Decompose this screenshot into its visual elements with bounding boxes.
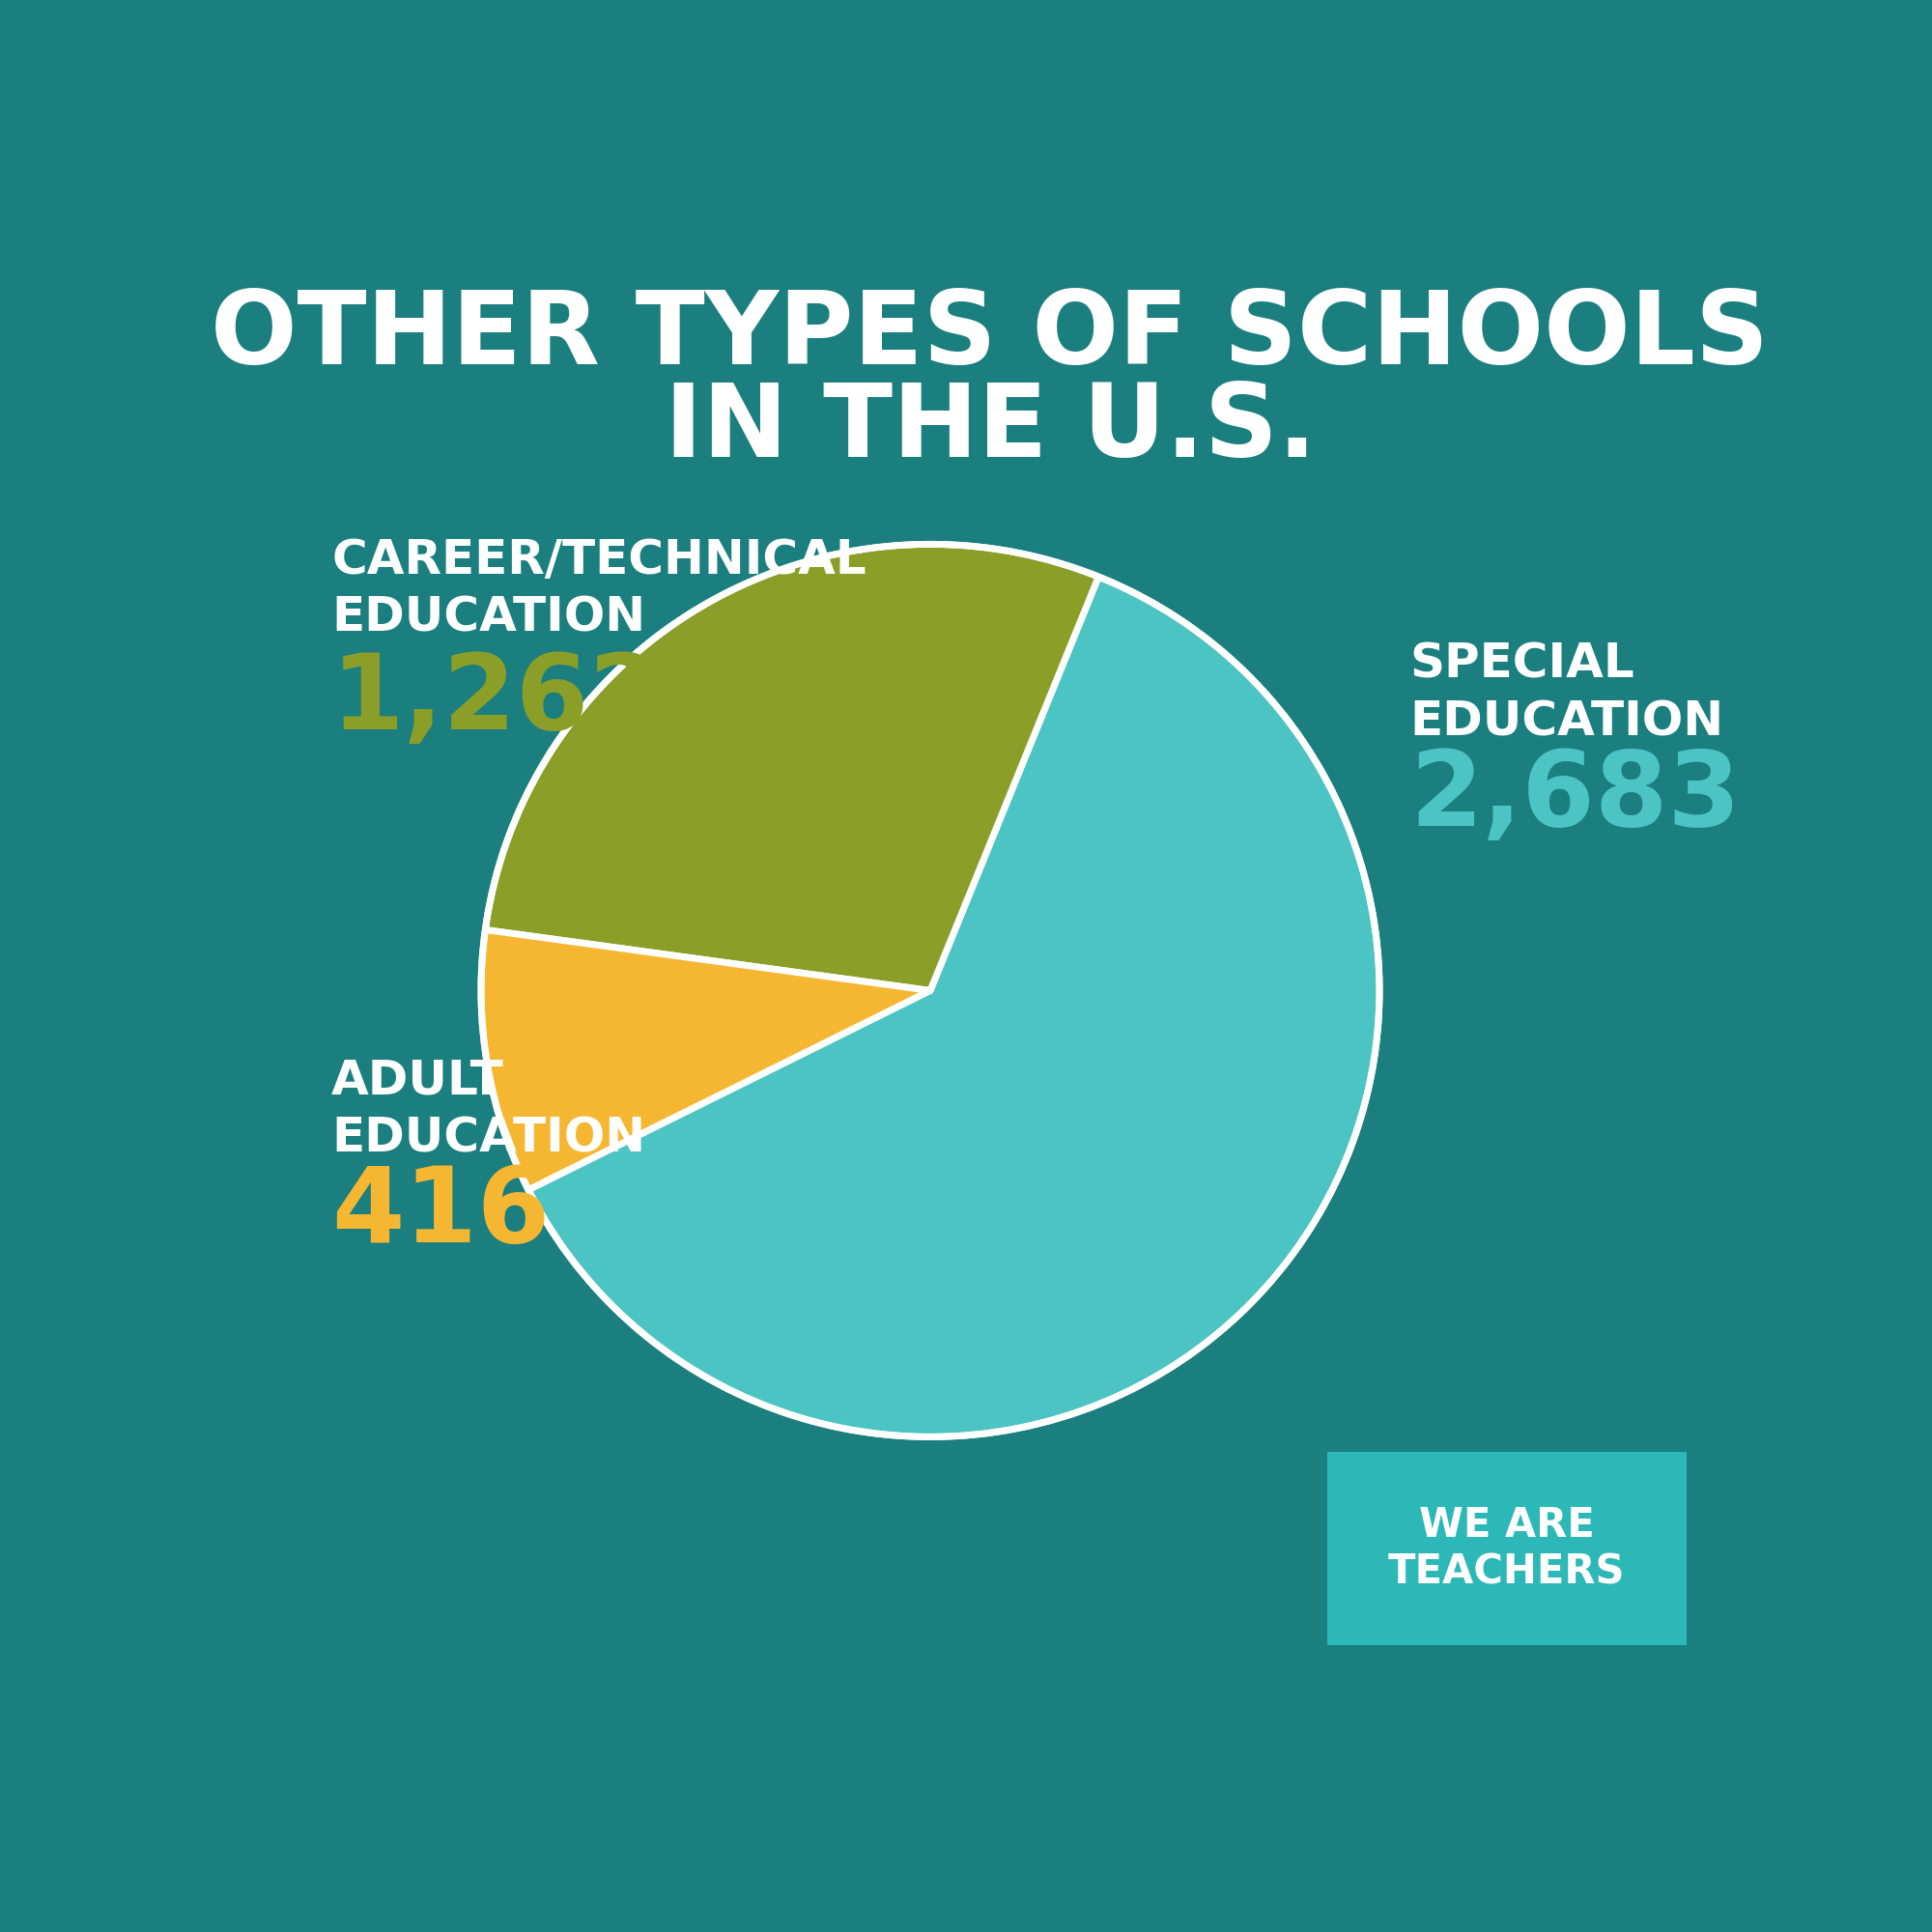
Polygon shape (527, 578, 1379, 1437)
Text: 1,262: 1,262 (332, 649, 663, 752)
Text: SPECIAL
EDUCATION: SPECIAL EDUCATION (1410, 641, 1723, 746)
FancyBboxPatch shape (1327, 1451, 1687, 1646)
Text: WE ARE
TEACHERS: WE ARE TEACHERS (1387, 1505, 1625, 1592)
Polygon shape (485, 545, 1099, 991)
Text: ADULT
EDUCATION: ADULT EDUCATION (332, 1057, 645, 1161)
Polygon shape (481, 929, 931, 1190)
Text: IN THE U.S.: IN THE U.S. (665, 381, 1316, 479)
Text: 2,683: 2,683 (1410, 746, 1741, 848)
Text: CAREER/TECHNICAL
EDUCATION: CAREER/TECHNICAL EDUCATION (332, 537, 866, 641)
Text: 416: 416 (332, 1163, 551, 1265)
Text: OTHER TYPES OF SCHOOLS: OTHER TYPES OF SCHOOLS (211, 286, 1770, 384)
